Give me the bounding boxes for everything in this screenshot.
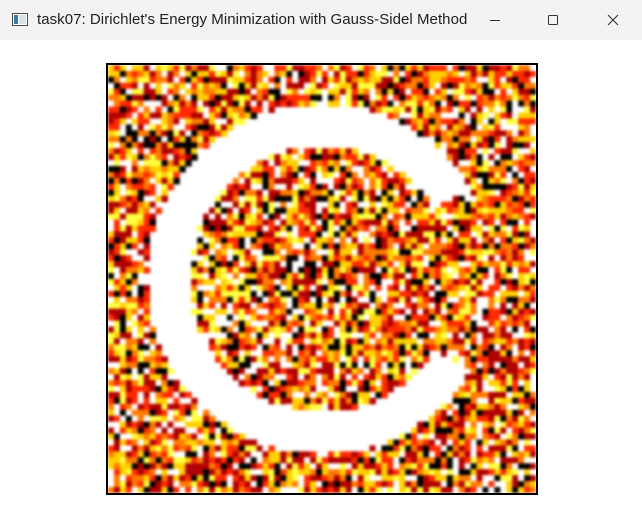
close-icon	[607, 14, 619, 26]
minimize-button[interactable]	[472, 0, 518, 40]
title-bar[interactable]: task07: Dirichlet's Energy Minimization …	[0, 0, 642, 40]
close-button[interactable]	[590, 0, 636, 40]
maximize-icon	[547, 14, 559, 26]
app-window-icon	[12, 13, 28, 26]
maximize-button[interactable]	[530, 0, 576, 40]
dirichlet-energy-field	[108, 65, 536, 493]
window-title: task07: Dirichlet's Energy Minimization …	[37, 11, 468, 28]
render-viewport[interactable]	[106, 63, 538, 495]
minimize-icon	[489, 14, 501, 26]
